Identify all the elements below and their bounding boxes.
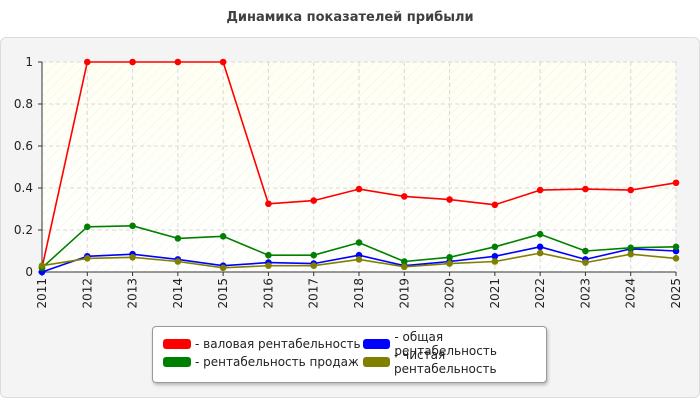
y-tick-label: 0.4	[14, 181, 33, 195]
y-tick-label: 0.2	[14, 223, 33, 237]
data-point	[129, 253, 136, 261]
x-tick-label: 2016	[261, 278, 275, 309]
x-tick-label: 2022	[533, 278, 547, 309]
data-point	[219, 264, 227, 272]
data-point	[582, 247, 589, 255]
data-point	[672, 179, 680, 187]
y-tick-label: 0.6	[14, 139, 33, 153]
x-tick-label: 2024	[624, 278, 638, 309]
data-point	[400, 258, 408, 265]
legend: - валовая рентабельность - общая рентабе…	[152, 326, 547, 383]
series	[38, 58, 680, 276]
y-tick-label: 1	[25, 55, 33, 69]
chart-title: Динамика показателей прибыли	[226, 10, 474, 25]
x-tick-label: 2021	[488, 278, 502, 309]
data-point	[265, 251, 272, 259]
data-point	[582, 259, 589, 266]
legend-item: - общая рентабельность	[363, 330, 546, 358]
data-point	[219, 58, 227, 66]
x-tick-label: 2023	[578, 278, 592, 309]
legend-swatch	[363, 357, 390, 367]
y-tick-label: 0	[25, 265, 33, 279]
x-tick-label: 2017	[307, 278, 321, 309]
legend-item: - чистая рентабельность	[363, 348, 546, 376]
data-point	[129, 222, 136, 230]
data-point	[627, 250, 635, 258]
legend-label: - чистая рентабельность	[394, 348, 497, 376]
data-point	[672, 243, 680, 251]
x-tick-label: 2025	[669, 278, 683, 309]
data-point	[174, 258, 182, 265]
x-tick-label: 2018	[352, 278, 366, 309]
data-point	[672, 255, 680, 262]
data-point	[83, 58, 91, 66]
data-point	[219, 233, 227, 240]
data-point	[355, 185, 363, 193]
data-point	[446, 196, 453, 203]
data-point	[627, 244, 635, 252]
data-point	[536, 230, 544, 238]
data-point	[446, 253, 453, 261]
data-point	[310, 262, 318, 270]
x-tick-label: 2019	[397, 278, 411, 309]
legend-label: - валовая рентабельность	[195, 337, 361, 351]
x-axis-ticks: 2011 2012 2013 2014 2015 2016 2017 2018 2019 2020…	[35, 272, 683, 309]
y-tick-label: 0.8	[14, 97, 33, 111]
data-point	[38, 262, 46, 270]
x-tick-label: 2015	[216, 278, 230, 309]
data-point	[582, 185, 589, 193]
data-point	[491, 243, 499, 251]
data-point	[400, 193, 408, 200]
legend-swatch	[163, 339, 191, 349]
data-point	[265, 200, 272, 208]
legend-swatch	[163, 357, 191, 367]
data-point	[536, 243, 544, 251]
data-point	[355, 239, 363, 246]
x-tick-label: 2011	[35, 278, 49, 309]
data-point	[83, 255, 91, 262]
legend-label: - рентабельность продаж	[195, 355, 359, 369]
data-point	[627, 186, 635, 194]
x-tick-label: 2014	[171, 278, 185, 309]
x-tick-label: 2012	[80, 278, 94, 309]
data-point	[536, 249, 544, 257]
data-point	[129, 58, 136, 66]
data-point	[265, 262, 272, 270]
data-point	[491, 201, 499, 209]
legend-item: - рентабельность продаж	[163, 354, 359, 370]
x-tick-label: 2013	[126, 278, 140, 309]
x-tick-label: 2020	[443, 278, 457, 309]
data-point	[310, 197, 318, 204]
data-point	[491, 258, 499, 265]
data-point	[83, 223, 91, 231]
y-axis-ticks: 0 0.2 0.4 0.6 0.8 1	[14, 55, 33, 279]
data-point	[446, 260, 453, 267]
data-point	[536, 186, 544, 194]
legend-item: - валовая рентабельность	[163, 336, 361, 352]
data-point	[400, 263, 408, 271]
data-point	[174, 235, 182, 242]
data-point	[174, 58, 182, 66]
legend-swatch	[363, 339, 391, 349]
data-point	[310, 251, 318, 259]
legend-label: - общая рентабельность	[394, 330, 497, 358]
data-point	[491, 252, 499, 260]
data-point	[355, 256, 363, 263]
